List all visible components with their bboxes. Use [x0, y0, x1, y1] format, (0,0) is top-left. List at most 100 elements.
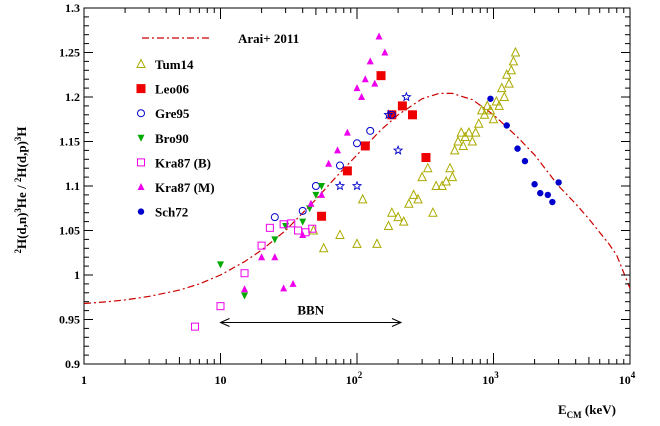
point-kra87-m	[307, 199, 315, 207]
point-tum14	[504, 78, 514, 88]
legend-label-bro90: Bro90	[155, 131, 189, 146]
point-tum14	[417, 171, 427, 182]
point-sch72	[487, 95, 494, 102]
point-leo06	[317, 211, 327, 221]
point-sch72	[531, 181, 538, 188]
point-kra87-m	[258, 253, 266, 261]
y-tick-label: 1.15	[59, 135, 80, 149]
point-kra87-b	[240, 269, 249, 278]
point-tum14	[422, 162, 433, 173]
point-kra87-b	[216, 302, 225, 311]
legend-label-leo06: Leo06	[155, 82, 189, 97]
point-gre95	[335, 161, 344, 170]
legend-marker-leo06	[136, 84, 146, 94]
point-tum14	[445, 162, 455, 173]
point-gre95	[387, 110, 396, 119]
legend-marker-bro90	[137, 134, 145, 142]
point-tum14	[458, 140, 469, 150]
point-kra87-b	[257, 241, 266, 250]
legend-label-arai: Arai+ 2011	[238, 31, 299, 46]
point-tum14	[318, 242, 329, 253]
legend: Arai+ 2011 Tum14 Leo06 Gre95 Bro90 Kra87 (B) K…	[136, 31, 299, 220]
point-tum14	[499, 91, 510, 101]
axis-titles: ECM (keV) 2H(d,n)3He / 2H(d,p)3H	[13, 126, 616, 420]
x-tick-label: 10	[215, 373, 227, 387]
point-tum14	[467, 135, 478, 146]
point-unlabeled	[392, 144, 404, 155]
point-tum14	[488, 113, 499, 124]
series-kra87-b	[190, 219, 317, 331]
legend-label-tum14: Tum14	[155, 57, 194, 72]
point-kra87-m	[299, 230, 307, 238]
legend-label-kra87-m: Kra87 (M)	[155, 180, 215, 195]
point-kra87-b	[265, 223, 274, 232]
bbn-label: BBN	[297, 303, 324, 318]
point-sch72	[555, 179, 562, 186]
point-bro90	[217, 261, 224, 269]
point-leo06	[397, 101, 407, 111]
point-tum14	[335, 229, 345, 239]
point-leo06	[376, 71, 386, 81]
x-tick-label: 102	[346, 370, 363, 387]
point-bro90	[241, 292, 249, 300]
point-bro90	[271, 236, 279, 244]
y-axis-title: 2H(d,n)3He / 2H(d,p)3H	[13, 126, 29, 253]
point-gre95	[366, 126, 375, 135]
x-tick-label: 103	[482, 370, 499, 387]
legend-marker-gre95	[137, 109, 145, 118]
legend-marker-tum14	[136, 58, 146, 68]
point-tum14	[404, 198, 414, 208]
point-tum14	[383, 220, 394, 231]
point-sch72	[544, 191, 552, 199]
point-tum14	[357, 193, 368, 204]
y-tick-label: 0.95	[59, 313, 80, 327]
series-gre95	[270, 110, 396, 222]
legend-label-gre95: Gre95	[155, 106, 190, 121]
point-unlabeled	[351, 180, 363, 191]
point-kra87-m	[371, 79, 379, 87]
point-kra87-m	[325, 159, 333, 167]
y-tick-label: 1.3	[65, 1, 80, 15]
point-tum14	[413, 193, 423, 204]
point-unlabeled	[334, 180, 346, 191]
point-tum14	[431, 180, 441, 190]
point-kra87-b	[294, 226, 303, 235]
point-tum14	[428, 207, 438, 217]
point-tum14	[308, 224, 319, 235]
point-tum14	[449, 144, 460, 155]
point-bro90	[306, 205, 314, 213]
point-kra87-m	[358, 93, 366, 100]
point-kra87-b	[287, 219, 296, 228]
point-tum14	[508, 55, 519, 66]
y-tick-label: 1.2	[65, 90, 80, 104]
series-kra87-m	[241, 32, 389, 293]
y-tick-label: 1.05	[59, 224, 80, 238]
point-kra87-m	[343, 128, 351, 136]
series-unlabeled	[334, 91, 412, 191]
point-tum14	[398, 215, 409, 226]
point-gre95	[353, 139, 361, 148]
point-tum14	[453, 135, 463, 146]
point-bro90	[312, 191, 320, 199]
curve-layer	[83, 92, 631, 305]
point-leo06	[360, 141, 370, 151]
x-tick-label: 1	[81, 373, 87, 387]
point-sch72	[514, 145, 521, 152]
legend-marker-sch72	[137, 208, 145, 215]
x-tick-label: 104	[619, 370, 636, 387]
series-tum14	[308, 46, 521, 253]
y-tick-label: 1.25	[59, 46, 80, 60]
point-gre95	[311, 182, 320, 190]
y-tick-label: 1	[74, 268, 80, 282]
point-tum14	[408, 189, 419, 199]
point-kra87-b	[190, 322, 199, 331]
point-tum14	[491, 95, 502, 106]
point-kra87-b	[308, 224, 317, 233]
point-unlabeled	[401, 91, 412, 102]
point-tum14	[387, 207, 397, 217]
point-kra87-m	[353, 84, 361, 92]
point-kra87-m	[375, 32, 383, 40]
point-tum14	[372, 238, 382, 248]
point-tum14	[485, 104, 496, 115]
